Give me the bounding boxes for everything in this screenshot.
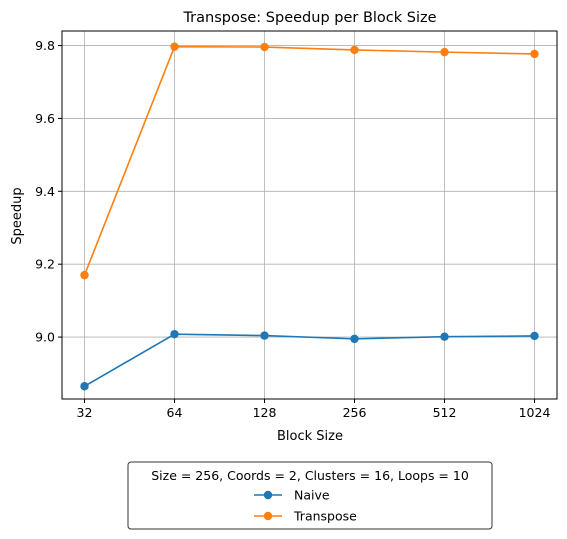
- legend-marker-naive: [263, 490, 273, 500]
- data-point-naive: [530, 331, 539, 341]
- series-layer: [80, 42, 539, 391]
- y-axis-label: Speedup: [10, 187, 25, 244]
- series-line-naive: [84, 333, 535, 387]
- y-tick-label: 9.0: [35, 330, 55, 345]
- y-tick-label: 9.4: [35, 184, 55, 199]
- legend-title: Size = 256, Coords = 2, Clusters = 16, L…: [151, 468, 469, 483]
- legend: Size = 256, Coords = 2, Clusters = 16, L…: [127, 461, 493, 530]
- y-tick-label: 9.2: [35, 257, 55, 272]
- data-point-naive: [260, 331, 269, 340]
- legend-label-transpose: Transpose: [293, 509, 357, 524]
- legend-frame: [127, 461, 493, 530]
- legend-entries: Naive Transpose: [254, 488, 357, 524]
- y-tick-label: 9.6: [35, 111, 55, 126]
- data-point-transpose: [350, 45, 359, 55]
- legend-marker-transpose: [263, 511, 273, 521]
- series-line-transpose: [83, 45, 535, 276]
- x-tick-label: 256: [343, 405, 367, 420]
- x-tick-label: 128: [253, 405, 277, 420]
- x-axis-label: Block Size: [277, 429, 343, 444]
- x-tick-label: 1024: [519, 405, 551, 420]
- legend-label-naive: Naive: [294, 488, 330, 503]
- x-tick-label: 32: [77, 405, 93, 420]
- data-point-transpose: [80, 270, 89, 280]
- data-point-naive: [350, 334, 359, 344]
- axis-ticks: 32 64 128 256 512 1024 9.0 9.2 9.4 9.6 9.8: [35, 38, 550, 420]
- data-point-naive: [170, 329, 179, 339]
- y-tick-label: 9.8: [35, 38, 55, 53]
- chart-title: Transpose: Speedup per Block Size: [182, 10, 436, 26]
- data-point-naive: [80, 382, 89, 391]
- data-point-transpose: [530, 49, 539, 59]
- x-tick-label: 64: [167, 405, 183, 420]
- data-point-transpose: [260, 42, 269, 52]
- plot-frame: [61, 30, 558, 400]
- x-tick-label: 512: [433, 405, 457, 420]
- data-point-transpose: [440, 47, 449, 57]
- data-point-transpose: [170, 42, 179, 51]
- grid: [62, 31, 557, 399]
- data-point-naive: [440, 332, 449, 341]
